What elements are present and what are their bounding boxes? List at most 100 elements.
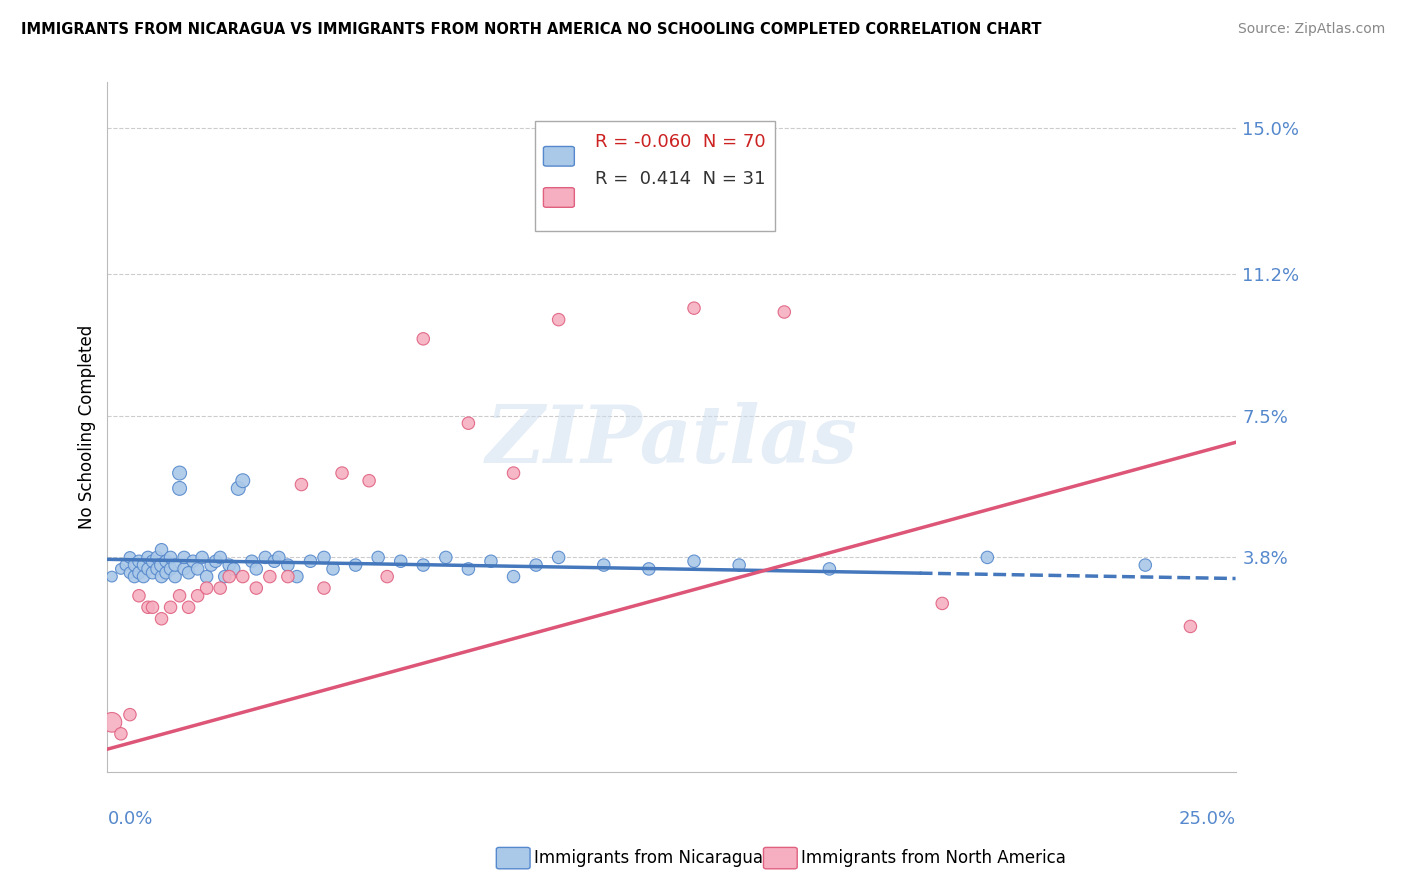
Point <box>290 477 312 491</box>
Text: IMMIGRANTS FROM NICARAGUA VS IMMIGRANTS FROM NORTH AMERICA NO SCHOOLING COMPLETE: IMMIGRANTS FROM NICARAGUA VS IMMIGRANTS … <box>21 22 1042 37</box>
Point <box>218 558 240 573</box>
Point <box>155 554 177 568</box>
Point <box>434 550 457 565</box>
Point <box>209 550 232 565</box>
Point <box>187 589 209 603</box>
Point <box>1180 619 1202 633</box>
Point <box>195 569 218 583</box>
Point <box>254 550 277 565</box>
Point <box>976 550 998 565</box>
Point <box>141 554 163 568</box>
Point <box>195 581 218 595</box>
Point <box>155 566 177 580</box>
Point <box>204 554 226 568</box>
Point <box>118 707 141 722</box>
Text: Source: ZipAtlas.com: Source: ZipAtlas.com <box>1237 22 1385 37</box>
Point <box>389 554 412 568</box>
Point <box>222 562 245 576</box>
Point <box>159 600 181 615</box>
Point <box>479 554 502 568</box>
Point <box>367 550 389 565</box>
Point <box>177 600 200 615</box>
Point <box>173 562 195 576</box>
Point <box>124 558 146 573</box>
Point <box>136 600 159 615</box>
Point <box>132 569 155 583</box>
Point <box>344 558 367 573</box>
Point <box>773 305 796 319</box>
Point <box>150 558 173 573</box>
Point <box>150 612 173 626</box>
Point <box>322 562 344 576</box>
Point <box>312 550 335 565</box>
Point <box>245 562 267 576</box>
Point <box>187 562 209 576</box>
Point <box>232 569 254 583</box>
Point <box>141 600 163 615</box>
Point <box>114 558 136 573</box>
Point <box>209 581 232 595</box>
Point <box>181 554 204 568</box>
Point <box>547 312 569 326</box>
Point <box>502 569 524 583</box>
Point <box>101 569 124 583</box>
Point <box>136 550 159 565</box>
Point <box>191 550 214 565</box>
Text: R = -0.060  N = 70: R = -0.060 N = 70 <box>595 133 766 151</box>
Point <box>165 558 187 573</box>
Text: 0.0%: 0.0% <box>107 810 153 828</box>
Point <box>177 566 200 580</box>
Point <box>277 558 299 573</box>
Point <box>169 466 191 480</box>
Text: Immigrants from North America: Immigrants from North America <box>801 849 1066 867</box>
Text: 25.0%: 25.0% <box>1178 810 1236 828</box>
Point <box>457 416 479 430</box>
Point <box>165 569 187 583</box>
Point <box>128 566 150 580</box>
Point <box>173 550 195 565</box>
Point <box>141 566 163 580</box>
Point <box>312 581 335 595</box>
Point <box>218 569 240 583</box>
Point <box>159 550 181 565</box>
Point <box>169 589 191 603</box>
Point <box>136 562 159 576</box>
Point <box>638 562 661 576</box>
Point <box>359 474 381 488</box>
Point <box>226 482 249 496</box>
Point <box>200 558 222 573</box>
Point <box>277 569 299 583</box>
Point <box>150 542 173 557</box>
Point <box>240 554 263 568</box>
Point <box>547 550 569 565</box>
Point <box>128 589 150 603</box>
Point <box>214 569 236 583</box>
Point <box>232 474 254 488</box>
Point <box>124 569 146 583</box>
Point <box>683 554 706 568</box>
Point <box>128 554 150 568</box>
Point <box>1135 558 1157 573</box>
Point <box>150 569 173 583</box>
Point <box>110 727 132 741</box>
Point <box>412 558 434 573</box>
Point <box>245 581 267 595</box>
Point <box>683 301 706 315</box>
Point <box>299 554 322 568</box>
Point <box>169 482 191 496</box>
Point <box>412 332 434 346</box>
Point <box>524 558 547 573</box>
Point <box>728 558 751 573</box>
Point <box>267 550 290 565</box>
Point <box>931 596 953 610</box>
Point <box>818 562 841 576</box>
Point <box>592 558 614 573</box>
Point <box>285 569 308 583</box>
Point <box>146 562 169 576</box>
Text: R =  0.414  N = 31: R = 0.414 N = 31 <box>595 170 766 188</box>
Point <box>259 569 281 583</box>
Point <box>263 554 285 568</box>
Point <box>159 562 181 576</box>
Point <box>457 562 479 576</box>
Point <box>502 466 524 480</box>
